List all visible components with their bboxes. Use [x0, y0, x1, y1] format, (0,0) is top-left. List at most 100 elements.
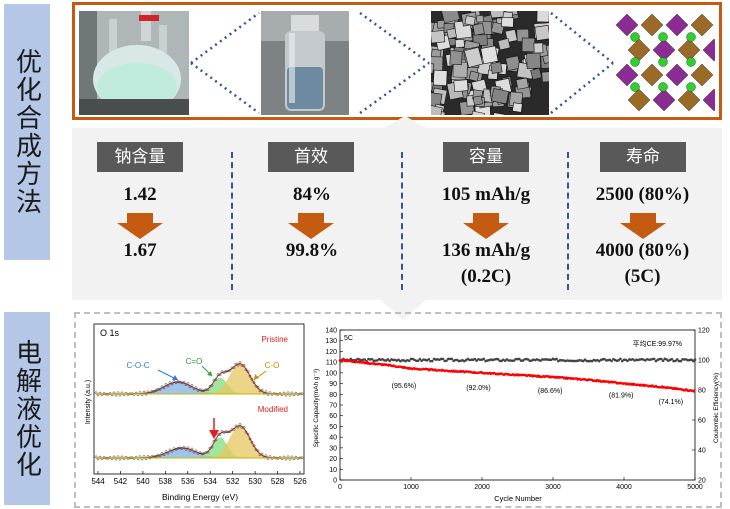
xps-data-point	[242, 363, 246, 367]
sem-particle	[501, 17, 514, 28]
xps-data-point	[248, 374, 252, 378]
xps-data-point	[252, 444, 256, 448]
octahedron-shape	[615, 63, 639, 87]
capacity-data-point	[693, 390, 696, 393]
xps-data-point	[158, 388, 162, 391]
xps-data-point	[256, 385, 260, 389]
ce-data-point	[386, 358, 390, 361]
sem-particle	[446, 28, 457, 40]
sem-particle	[515, 77, 529, 90]
cycling-rate-annotation: 5C	[344, 335, 353, 342]
y-left-tick-label: 20	[329, 456, 337, 463]
ce-data-point	[416, 359, 420, 363]
sem-particle	[454, 38, 465, 49]
xps-chart: O 1s Intensity (a.u.) Binding Energy (eV…	[85, 323, 307, 502]
y-left-tick-label: 50	[329, 424, 337, 431]
sodium-atom	[658, 32, 668, 42]
sem-particle	[472, 95, 483, 106]
xps-tick-label: 536	[181, 477, 195, 486]
ce-data-point	[370, 357, 374, 361]
ce-data-point	[526, 358, 530, 361]
xps-data-point	[192, 387, 196, 391]
y-left-tick-label: 130	[325, 338, 337, 345]
xps-tick-label: 542	[114, 477, 128, 486]
sem-particle	[449, 50, 463, 66]
xps-xlabel: Binding Energy (eV)	[162, 492, 238, 502]
sem-particle	[533, 42, 544, 54]
crystal-structure-image	[615, 11, 715, 115]
ce-data-point	[431, 359, 434, 363]
xps-data-point	[206, 450, 210, 454]
y-left-tick-label: 120	[325, 349, 337, 356]
xps-data-point	[182, 446, 186, 449]
y-left-tick-label: 80	[329, 392, 337, 399]
xps-data-point	[278, 456, 282, 459]
octahedron-shape	[640, 13, 664, 37]
retention-label: (74.1%)	[659, 399, 684, 406]
xps-annotation-arrows	[157, 365, 267, 439]
ce-data-point	[388, 359, 391, 363]
octahedron-shape	[665, 13, 689, 37]
y-left-tick-label: 30	[329, 445, 337, 452]
sem-particle	[432, 69, 448, 86]
ce-data-point	[626, 359, 629, 363]
xps-curves	[94, 361, 304, 461]
sodium-atom	[630, 57, 640, 67]
xps-data-point	[188, 449, 192, 453]
octahedron-shape	[702, 88, 715, 112]
xps-data-point	[250, 378, 254, 381]
xps-data-point	[244, 430, 248, 434]
y-right-tick-label: 40	[698, 448, 706, 455]
xps-data-point	[228, 368, 232, 372]
sem-particle	[439, 11, 461, 24]
sem-particle	[490, 21, 505, 35]
cycling-xlabel: Cycle Number	[494, 494, 542, 503]
cycling-ylabel-right: Coulombic Efficiency(%)	[713, 373, 720, 443]
cycling-plot-area	[339, 329, 696, 481]
xps-data-point	[192, 450, 196, 454]
ce-data-point	[496, 357, 500, 361]
xps-data-point	[202, 452, 206, 455]
sem-particle	[431, 79, 435, 92]
panel-notch-bottom	[378, 298, 428, 320]
x-tick-label: 3000	[545, 484, 561, 491]
retention-label: (81.9%)	[609, 393, 634, 400]
ce-data-point	[427, 358, 431, 361]
xps-data-point	[218, 433, 222, 436]
xps-tick-label: 538	[159, 477, 173, 486]
xps-data-point	[250, 441, 254, 444]
xps-data-point	[198, 451, 202, 455]
red-arrow-icon	[209, 430, 219, 439]
xps-data-point	[210, 384, 214, 387]
x-tick-label: 0	[338, 484, 342, 491]
metric-header-lifetime: 寿命	[600, 142, 686, 172]
xps-x-ticks: 544 542 540 538 536 534 532 530 528 526	[91, 471, 307, 486]
sem-particle	[431, 30, 446, 44]
down-arrow-icon	[288, 213, 334, 239]
xps-data-point	[158, 454, 162, 458]
metric-header-efficiency: 首效	[268, 142, 354, 172]
xps-peak-co-label: C-O	[265, 361, 280, 370]
sem-particle	[534, 24, 549, 41]
ce-data-point	[407, 359, 411, 363]
xps-data-point	[246, 432, 250, 436]
xps-data-point	[232, 428, 236, 431]
ce-data-point	[475, 359, 478, 362]
y-right-tick-label: 20	[698, 478, 706, 485]
cycling-ticks: 0 1000 2000 3000 4000 5000 0 10 20 30 40 50 60 70 80 90…	[325, 328, 709, 492]
x-tick-label: 1000	[403, 484, 419, 491]
ce-data-point	[450, 357, 454, 361]
ce-data-point	[441, 357, 445, 361]
flask-photo	[79, 11, 189, 115]
ce-data-point	[363, 358, 367, 361]
x-tick-label: 5000	[687, 484, 703, 491]
xps-data-point	[198, 388, 202, 392]
sem-particle	[497, 38, 511, 51]
xps-title: O 1s	[100, 328, 120, 338]
y-left-tick-label: 110	[326, 360, 337, 367]
sem-particle	[526, 52, 542, 69]
xps-data-point	[220, 430, 224, 433]
sodium-atom	[658, 82, 668, 92]
xps-data-point	[206, 388, 210, 391]
xps-peak-coc-label: C-O-C	[126, 361, 149, 370]
